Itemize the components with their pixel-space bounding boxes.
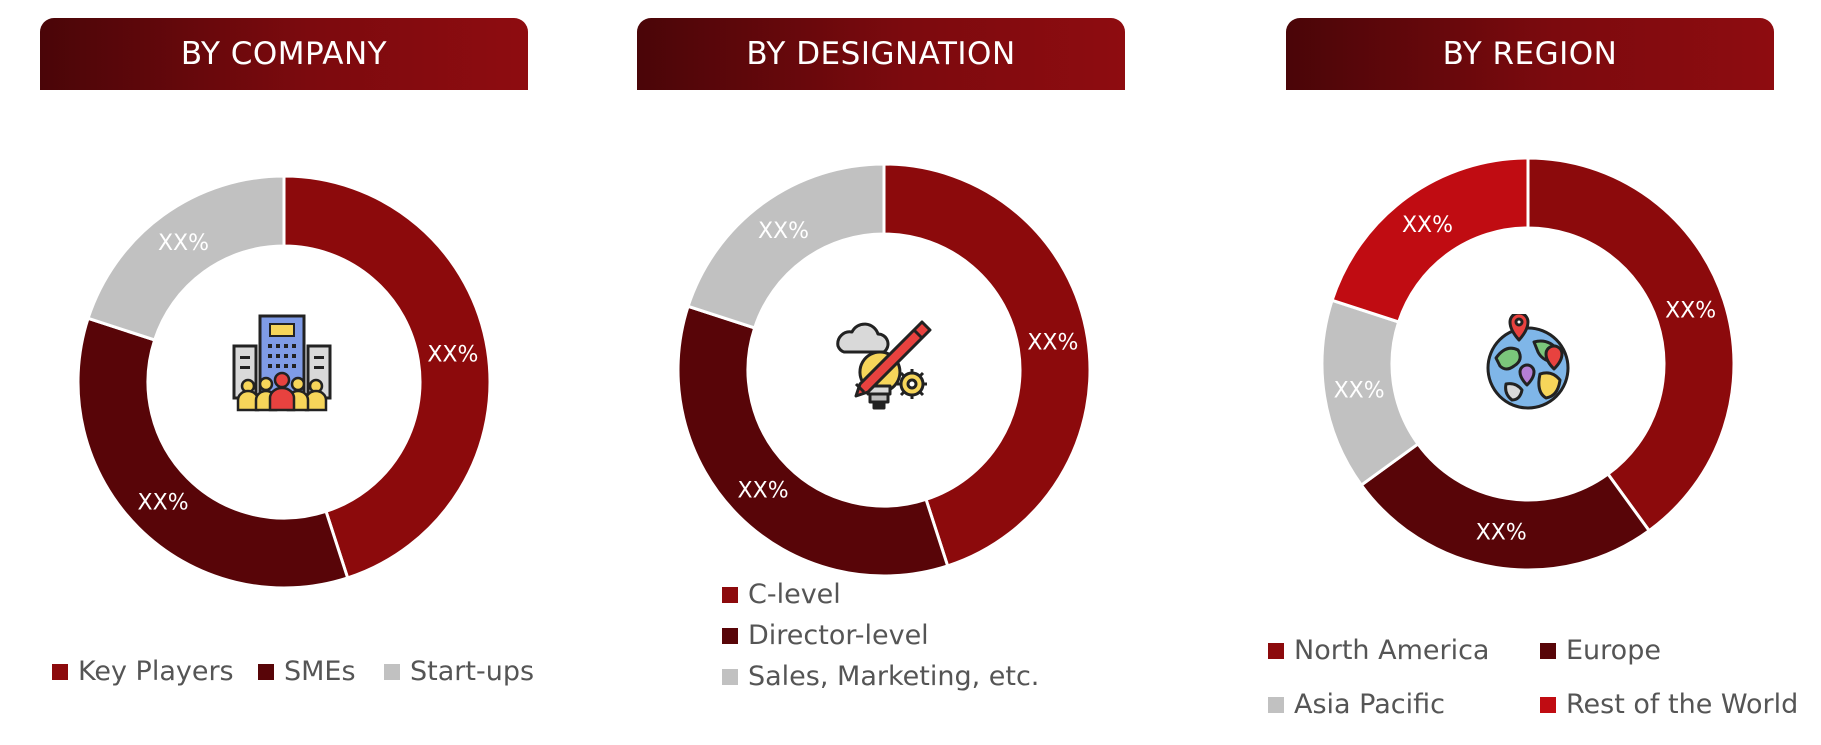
legend-swatch	[1540, 642, 1556, 659]
donut-slice-key-players	[282, 174, 492, 580]
donut-slice-north-america	[1526, 156, 1736, 533]
legend-swatch	[1268, 642, 1284, 659]
data-label-sales-marketing-etc: XX%	[758, 219, 809, 244]
data-label-north-america: XX%	[1665, 299, 1716, 324]
idea-pencil-gear-icon	[830, 314, 934, 422]
donut-slice-rest-of-the-world	[1330, 156, 1530, 324]
data-label-c-level: XX%	[1027, 331, 1078, 356]
data-label-start-ups: XX%	[158, 231, 209, 256]
legend-item-rest-of-world: Rest of the World	[1540, 689, 1798, 720]
data-label-smes: XX%	[138, 490, 189, 515]
data-label-rest-of-the-world: XX%	[1402, 213, 1453, 238]
data-label-director-level: XX%	[738, 478, 789, 503]
company-donut-chart: XX% XX% XX%	[76, 174, 492, 590]
donut-slice-smes	[76, 316, 350, 590]
legend-label: Key Players	[78, 656, 234, 687]
legend-swatch	[722, 668, 738, 685]
data-label-europe: XX%	[1476, 520, 1527, 545]
donut-slice-start-ups	[86, 174, 286, 342]
globe-location-icon	[1478, 311, 1578, 418]
legend-label: Sales, Marketing, etc.	[748, 661, 1040, 692]
legend-item-key-players: Key Players	[52, 656, 234, 687]
legend-swatch	[1540, 696, 1556, 713]
data-label-key-players: XX%	[427, 343, 478, 368]
legend-swatch	[52, 663, 68, 680]
designation-donut-chart: XX% XX% XX%	[676, 162, 1092, 578]
legend-label: North America	[1294, 635, 1490, 666]
region-title-banner: BY REGION	[1286, 18, 1774, 90]
legend-item-start-ups: Start-ups	[384, 656, 534, 687]
legend-item-c-level: C-level	[722, 579, 841, 610]
legend-item-asia-pacific: Asia Pacific	[1268, 689, 1445, 720]
legend-item-sales-marketing: Sales, Marketing, etc.	[722, 661, 1039, 692]
legend-item-europe: Europe	[1540, 635, 1661, 666]
designation-title-banner: BY DESIGNATION	[637, 18, 1125, 90]
company-title-banner: BY COMPANY	[40, 18, 528, 90]
region-donut-chart: XX% XX% XX% XX%	[1320, 156, 1736, 572]
legend-item-director-level: Director-level	[722, 620, 929, 651]
legend-swatch	[722, 627, 738, 644]
donut-slice-director-level	[676, 304, 950, 578]
legend-label: C-level	[748, 579, 841, 610]
legend-item-north-america: North America	[1268, 635, 1489, 666]
legend-swatch	[722, 586, 738, 603]
company-building-icon	[230, 312, 334, 420]
legend-swatch	[258, 663, 274, 680]
donut-slice-sales-marketing-etc	[686, 162, 886, 330]
legend-swatch	[1268, 696, 1284, 713]
legend-label: Director-level	[748, 620, 929, 651]
legend-label: Asia Pacific	[1294, 689, 1445, 720]
data-label-asia-pacific: XX%	[1334, 378, 1385, 403]
legend-label: Europe	[1566, 635, 1661, 666]
donut-slice-europe	[1359, 441, 1652, 572]
donut-slice-c-level	[882, 162, 1092, 568]
legend-label: Start-ups	[410, 656, 535, 687]
legend-item-smes: SMEs	[258, 656, 356, 687]
legend-swatch	[384, 663, 400, 680]
legend-label: Rest of the World	[1566, 689, 1799, 720]
legend-label: SMEs	[284, 656, 356, 687]
